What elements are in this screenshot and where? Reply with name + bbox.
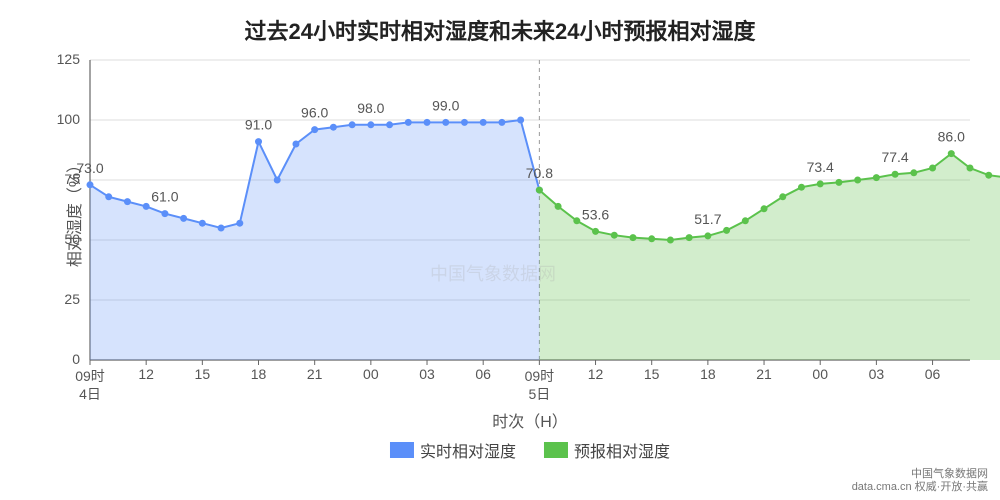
legend-swatch (544, 442, 568, 458)
svg-text:91.0: 91.0 (245, 117, 272, 133)
chart-title: 过去24小时实时相对湿度和未来24小时预报相对湿度 (0, 0, 1000, 46)
x-tick-label: 15 (195, 366, 211, 382)
x-tick-label: 00 (812, 366, 828, 382)
footer-line2: data.cma.cn 权威·开放·共赢 (852, 481, 988, 494)
x-tick-label: 21 (756, 366, 772, 382)
legend-item: 预报相对湿度 (544, 438, 670, 462)
x-tick-label: 00 (363, 366, 379, 382)
svg-text:61.0: 61.0 (151, 189, 178, 205)
y-tick-label: 50 (64, 231, 80, 247)
x-axis-label: 时次（H） (492, 408, 568, 432)
y-tick-label: 125 (57, 51, 80, 67)
legend-swatch (390, 442, 414, 458)
x-tick-label: 06 (925, 366, 941, 382)
legend: 实时相对湿度 预报相对湿度 (390, 438, 670, 462)
x-tick-sublabel: 5日 (528, 384, 550, 404)
y-tick-label: 100 (57, 111, 80, 127)
x-tick-sublabel: 4日 (79, 384, 101, 404)
footer-line1: 中国气象数据网 (852, 468, 988, 481)
x-tick-label: 06 (475, 366, 491, 382)
plot-area: 73.061.091.096.098.099.070.853.651.773.4… (90, 60, 970, 360)
svg-text:98.0: 98.0 (357, 100, 384, 116)
footer-brand: 中国气象数据网 data.cma.cn 权威·开放·共赢 (852, 468, 988, 494)
x-tick-label: 21 (307, 366, 323, 382)
legend-label: 预报相对湿度 (574, 438, 670, 462)
svg-text:96.0: 96.0 (301, 105, 328, 121)
y-tick-label: 75 (64, 171, 80, 187)
y-tick-label: 0 (72, 351, 80, 367)
y-tick-label: 25 (64, 291, 80, 307)
humidity-chart: 过去24小时实时相对湿度和未来24小时预报相对湿度 73.061.091.096… (0, 0, 1000, 500)
svg-text:73.4: 73.4 (807, 159, 834, 175)
x-tick-label: 12 (588, 366, 604, 382)
svg-text:99.0: 99.0 (432, 97, 459, 113)
x-tick-label: 15 (644, 366, 660, 382)
legend-item: 实时相对湿度 (390, 438, 516, 462)
x-tick-label: 12 (138, 366, 154, 382)
svg-text:77.4: 77.4 (881, 149, 908, 165)
x-tick-label: 18 (700, 366, 716, 382)
x-tick-label: 09时 (525, 366, 555, 386)
svg-text:53.6: 53.6 (582, 206, 609, 222)
svg-text:86.0: 86.0 (938, 129, 965, 145)
x-tick-label: 03 (869, 366, 885, 382)
svg-text:51.7: 51.7 (694, 211, 721, 227)
x-tick-label: 09时 (75, 366, 105, 386)
svg-text:70.8: 70.8 (526, 165, 553, 181)
legend-label: 实时相对湿度 (420, 438, 516, 462)
x-tick-label: 03 (419, 366, 435, 382)
x-tick-label: 18 (251, 366, 267, 382)
